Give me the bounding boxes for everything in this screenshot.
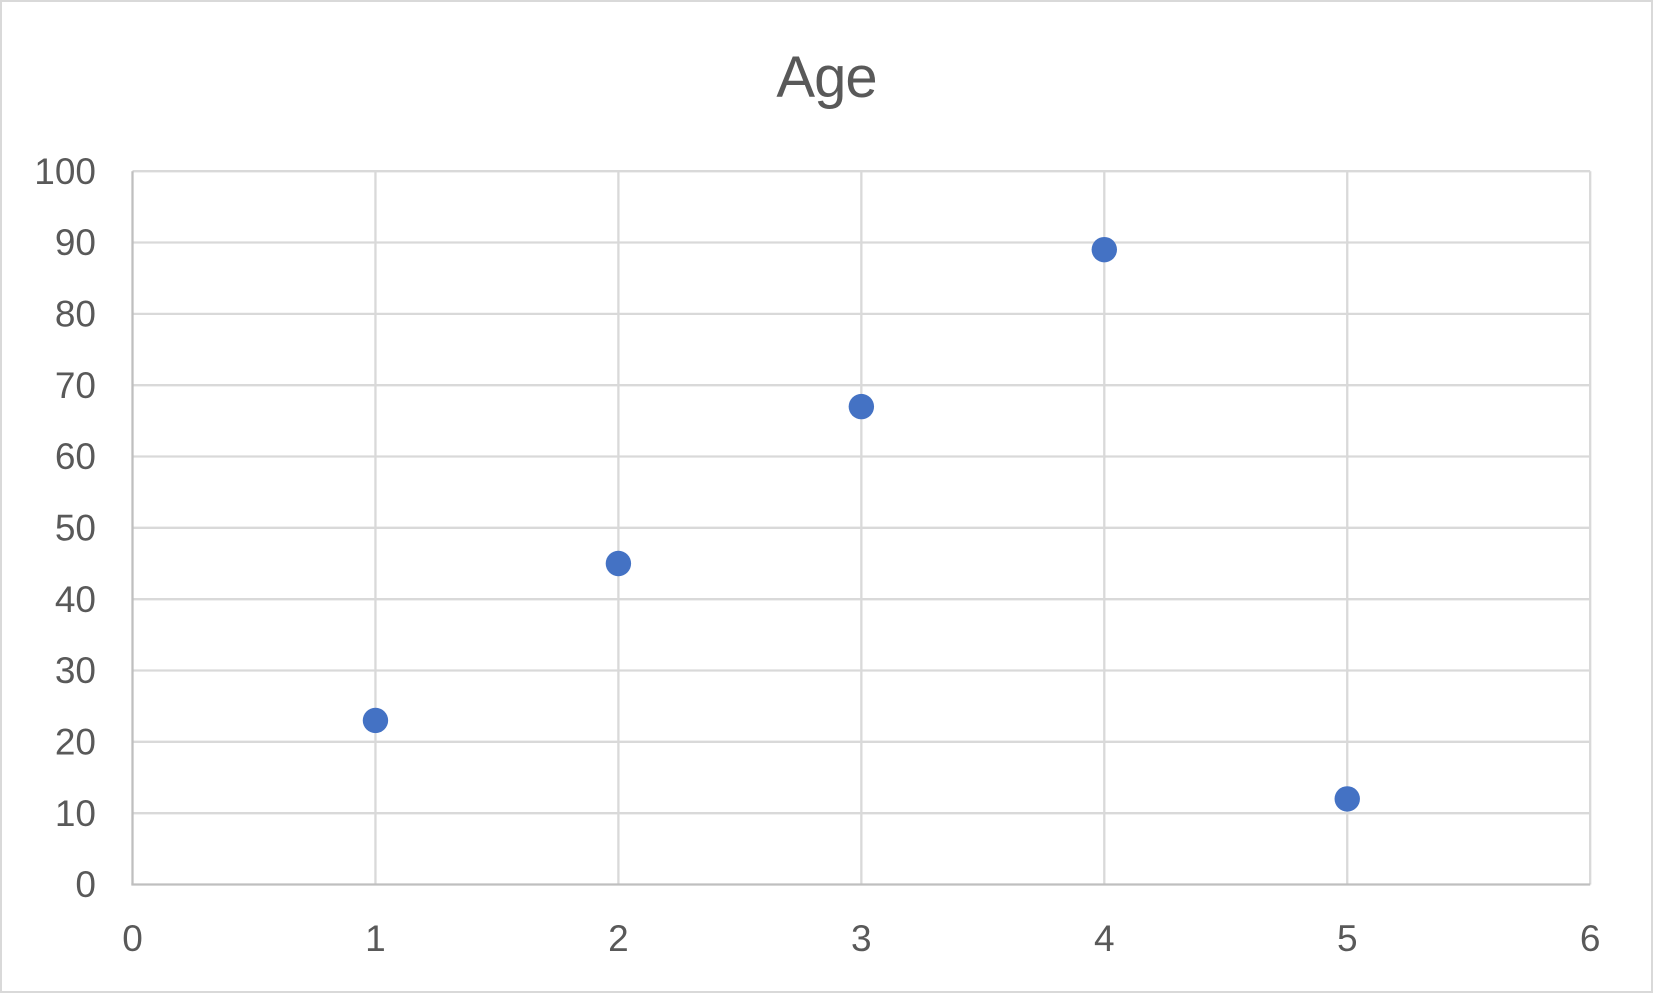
svg-text:2: 2 (608, 918, 629, 959)
svg-text:40: 40 (55, 579, 96, 620)
svg-text:4: 4 (1094, 918, 1115, 959)
svg-text:20: 20 (55, 722, 96, 763)
svg-text:0: 0 (122, 918, 143, 959)
svg-text:0: 0 (75, 864, 96, 905)
svg-text:70: 70 (55, 365, 96, 406)
svg-text:30: 30 (55, 650, 96, 691)
svg-text:90: 90 (55, 222, 96, 263)
svg-text:Age: Age (776, 45, 876, 110)
svg-text:5: 5 (1337, 918, 1358, 959)
svg-text:80: 80 (55, 294, 96, 335)
svg-text:1: 1 (365, 918, 386, 959)
svg-text:100: 100 (34, 151, 96, 192)
svg-text:10: 10 (55, 793, 96, 834)
svg-text:60: 60 (55, 436, 96, 477)
svg-text:6: 6 (1580, 918, 1601, 959)
svg-text:50: 50 (55, 508, 96, 549)
svg-text:3: 3 (851, 918, 872, 959)
